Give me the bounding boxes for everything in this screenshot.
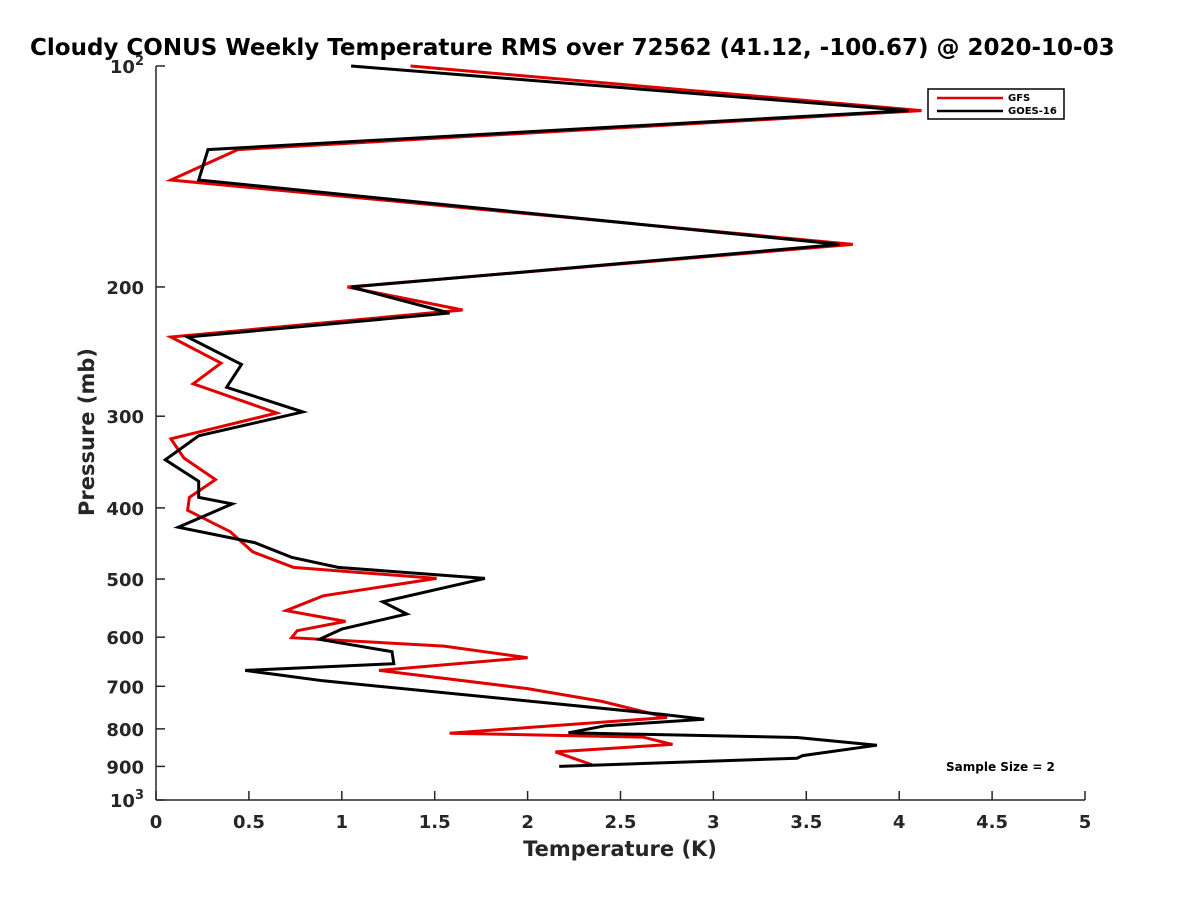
chart-title: Cloudy CONUS Weekly Temperature RMS over…	[30, 35, 1115, 61]
x-tick-label: 1	[336, 812, 349, 833]
y-tick-label: 400	[106, 499, 144, 520]
y-tick-label: 700	[106, 677, 144, 698]
x-tick-label: 4.5	[976, 812, 1008, 833]
x-tick-label: 3	[707, 812, 720, 833]
series-line-goes-16	[162, 64, 909, 768]
series-line-gfs	[165, 64, 922, 767]
legend-label-goes-16: GOES-16	[1008, 106, 1057, 117]
x-tick-label: 4	[893, 812, 906, 833]
x-tick-label: 0.5	[233, 812, 265, 833]
y-tick-label: 900	[106, 757, 144, 778]
y-tick-label: 103	[110, 788, 144, 812]
y-tick-label: 200	[106, 278, 144, 299]
legend: GFS GOES-16	[927, 88, 1065, 120]
y-tick-label: 600	[106, 628, 144, 649]
y-tick-label: 500	[106, 570, 144, 591]
sample-size-annotation: Sample Size = 2	[946, 760, 1055, 774]
y-tick-label-base: 10	[110, 57, 135, 78]
x-tick-label: 3.5	[790, 812, 822, 833]
x-tick-label: 2	[521, 812, 534, 833]
x-tick-label: 1.5	[419, 812, 451, 833]
y-tick-label: 102	[110, 54, 144, 78]
y-tick-label: 300	[106, 407, 144, 428]
y-tick-label-exponent: 3	[135, 788, 144, 803]
x-tick-label: 2.5	[605, 812, 637, 833]
y-tick-label-base: 10	[110, 791, 135, 812]
y-tick-label: 800	[106, 720, 144, 741]
x-axis-label: Temperature (K)	[523, 837, 717, 861]
plot-area: 0 0.5 1 1.5 2 2.5 3 3.5 4 4.5 51022003004005006007…	[106, 54, 1091, 833]
legend-label-gfs: GFS	[1008, 93, 1030, 104]
y-axis-label: Pressure (mb)	[75, 348, 99, 516]
x-tick-label: 0	[150, 812, 163, 833]
y-tick-label-exponent: 2	[135, 54, 144, 69]
x-tick-label: 5	[1079, 812, 1092, 833]
legend-box	[927, 88, 1065, 120]
